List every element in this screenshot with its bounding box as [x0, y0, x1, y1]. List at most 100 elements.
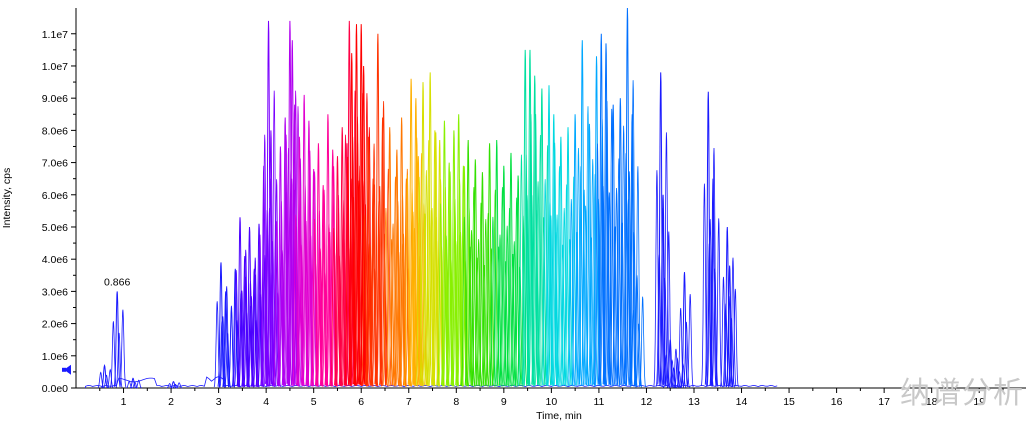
y-tick-label: 1.1e7 — [42, 29, 68, 41]
chromatogram-subpeak — [541, 179, 549, 386]
chromatogram-series — [311, 114, 342, 387]
chromatogram-subpeak — [518, 154, 525, 386]
chromatogram-subpeak — [311, 219, 318, 387]
chromatogram-series — [382, 117, 416, 387]
chromatogram-subpeak — [301, 203, 309, 387]
chromatogram-subpeak — [361, 214, 368, 387]
chromatogram-subpeak — [242, 276, 250, 387]
chromatogram-subpeak — [546, 199, 554, 386]
chromatogram-subpeak — [475, 239, 482, 387]
chromatogram-subpeak — [499, 187, 506, 386]
y-tick-label: 5.0e6 — [42, 222, 68, 234]
chromatogram-subpeak — [330, 227, 337, 387]
chromatogram-subpeak — [639, 296, 646, 388]
chromatogram-subpeak — [446, 210, 454, 387]
chromatogram-subpeak — [273, 221, 280, 387]
chromatogram-subpeak — [567, 199, 575, 386]
x-tick-label: 6 — [358, 396, 364, 408]
chromatogram-subpeak — [553, 214, 561, 387]
chromatogram-subpeak — [356, 165, 364, 386]
x-tick-label: 10 — [546, 396, 558, 408]
chromatogram-subpeak — [615, 158, 623, 386]
chromatogram-subpeak — [663, 354, 670, 388]
x-tick-label: 19 — [973, 396, 985, 408]
chromatogram-subpeak — [559, 244, 567, 387]
chromatogram-subpeak — [263, 210, 271, 387]
chromatogram-subpeak — [552, 231, 560, 387]
chromatogram-subpeak — [705, 243, 713, 387]
chromatogram-subpeak — [715, 218, 723, 387]
chromatogram-subpeak — [451, 199, 459, 386]
x-axis-title: Time, min — [536, 410, 582, 422]
chromatogram-subpeak — [598, 150, 606, 386]
chromatogram-subpeak — [344, 156, 352, 386]
y-tick-label: 8.0e6 — [42, 125, 68, 137]
chromatogram-subpeak — [176, 382, 183, 389]
chromatogram-subpeak — [527, 172, 535, 386]
chromatogram-subpeak — [423, 170, 430, 386]
chromatogram-subpeak — [720, 276, 727, 387]
chromatogram-subpeak — [278, 201, 285, 386]
watermark: 纳谱分析 — [900, 376, 1024, 411]
chromatogram-series — [541, 85, 578, 387]
chromatogram-subpeak — [135, 379, 142, 389]
chromatogram-subpeak — [620, 125, 627, 386]
chromatogram-subpeak — [491, 189, 499, 386]
y-tick-label: 4.0e6 — [42, 254, 68, 266]
chromatogram-subpeak — [594, 143, 601, 386]
chromatogram-subpeak — [442, 232, 449, 387]
x-tick-label: 14 — [736, 396, 748, 408]
chromatogram-subpeak — [365, 243, 373, 387]
chromatogram-series — [232, 217, 269, 388]
x-tick-label: 12 — [641, 396, 653, 408]
chromatogram-subpeak — [354, 136, 361, 386]
chromatogram-subpeak — [582, 205, 589, 387]
y-tick-label: 9.0e6 — [42, 93, 68, 105]
chromatogram-series — [518, 49, 551, 387]
chromatogram-subpeak — [488, 248, 495, 387]
chromatogram-subpeak — [513, 197, 521, 386]
x-tick-label: 7 — [406, 396, 412, 408]
chromatogram-subpeak — [251, 274, 259, 387]
chromatogram-subpeak — [683, 321, 690, 388]
chromatogram-subpeak — [701, 183, 708, 386]
chromatogram-subpeak — [722, 303, 730, 388]
chromatogram-subpeak — [316, 247, 323, 387]
chromatogram-subpeak — [534, 181, 542, 386]
chromatogram-subpeak — [732, 288, 739, 387]
chromatogram-subpeak — [389, 223, 397, 387]
chromatogram-subpeak — [218, 321, 226, 388]
chromatogram-series — [437, 114, 473, 387]
chromatogram-subpeak — [287, 192, 295, 386]
chromatogram-subpeak — [261, 134, 269, 386]
chromatogram-subpeak — [468, 230, 475, 387]
chromatogram-subpeak — [686, 294, 694, 388]
x-tick-label: 8 — [453, 396, 459, 408]
chromatogram-subpeak — [325, 223, 333, 387]
x-tick-label: 9 — [501, 396, 507, 408]
chromatogram-subpeak — [339, 219, 347, 387]
chromatogram-subpeak — [540, 217, 548, 387]
chromatogram-subpeak — [461, 216, 468, 387]
chromatogram-subpeak — [292, 214, 299, 387]
y-axis-title: Intensity, cps — [1, 168, 13, 229]
x-tick-label: 17 — [878, 396, 890, 408]
chromatogram-subpeak — [482, 219, 490, 387]
peak-annotation: 0.866 — [104, 276, 130, 288]
chromatogram-subpeak — [655, 254, 663, 387]
chromatogram-subpeak — [710, 147, 718, 386]
y-tick-label: 3.0e6 — [42, 286, 68, 298]
baseline-marker-stem — [62, 367, 66, 372]
chromatogram-subpeak — [237, 296, 245, 388]
chromatogram-subpeak — [285, 147, 292, 386]
chromatogram-subpeak — [489, 216, 497, 387]
chromatogram-subpeak — [349, 136, 357, 386]
chromatogram-subpeak — [544, 145, 551, 386]
baseline-trace — [85, 376, 778, 389]
x-tick-label: 2 — [168, 396, 174, 408]
chromatogram-subpeak — [380, 101, 387, 385]
chromatogram-subpeak — [268, 272, 276, 387]
chromatogram-subpeak — [306, 236, 314, 387]
chromatogram-subpeak — [556, 166, 563, 386]
